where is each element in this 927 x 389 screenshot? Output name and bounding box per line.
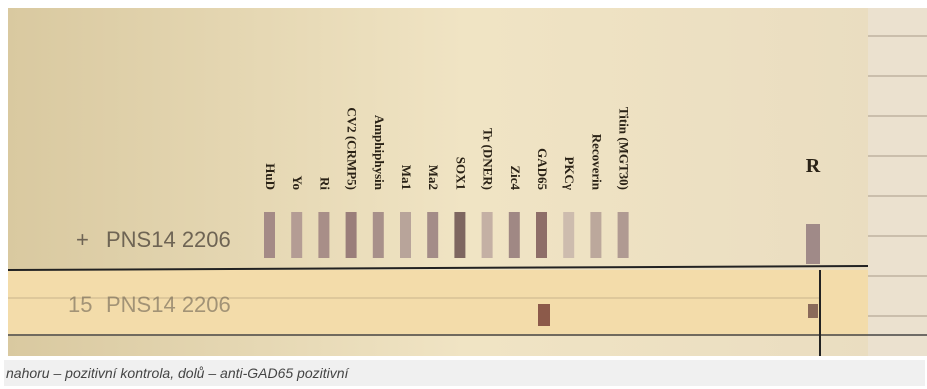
band bbox=[590, 212, 601, 258]
page: R HuD Yo Ri CV2 (CRMP5) Amphiphysin Ma1 Ma2 SOX… bbox=[0, 0, 927, 389]
antigen-label: Yo bbox=[290, 176, 305, 190]
antigen-label: Ri bbox=[317, 177, 332, 190]
strip-sign: 15 bbox=[68, 292, 92, 317]
antigen-label: Tr (DNER) bbox=[481, 128, 496, 190]
band bbox=[291, 212, 302, 258]
band bbox=[536, 212, 547, 258]
antigen-label: Titin (MGT30) bbox=[617, 107, 632, 190]
reference-band bbox=[806, 224, 820, 264]
reference-label: R bbox=[806, 155, 821, 177]
strip-code: PNS14 2206 bbox=[106, 292, 231, 317]
antigen-label: CV2 (CRMP5) bbox=[345, 107, 360, 190]
band bbox=[318, 212, 329, 258]
band bbox=[482, 212, 493, 258]
antigen-label: Zic4 bbox=[508, 165, 523, 190]
antigen-label: Recoverin bbox=[589, 134, 604, 191]
antigen-label: PKCγ bbox=[562, 156, 577, 190]
antigen-label: Ma2 bbox=[426, 165, 441, 190]
antigen-label: Ma1 bbox=[399, 165, 414, 190]
band bbox=[618, 212, 629, 258]
band bbox=[346, 212, 357, 258]
band bbox=[373, 212, 384, 258]
antigen-label: HuD bbox=[263, 163, 278, 190]
caption: nahoru – pozitivní kontrola, dolů – anti… bbox=[4, 360, 925, 386]
strip-sign: + bbox=[76, 227, 89, 252]
band bbox=[563, 212, 574, 258]
band bbox=[427, 212, 438, 258]
strip-code: PNS14 2206 bbox=[106, 227, 231, 252]
grid-sheet bbox=[868, 8, 927, 356]
band bbox=[454, 212, 465, 258]
band bbox=[538, 304, 550, 326]
band bbox=[400, 212, 411, 258]
band bbox=[509, 212, 520, 258]
band bbox=[264, 212, 275, 258]
antigen-label: SOX1 bbox=[453, 157, 468, 190]
photo: R HuD Yo Ri CV2 (CRMP5) Amphiphysin Ma1 Ma2 SOX… bbox=[8, 8, 927, 356]
antigen-label: Amphiphysin bbox=[372, 115, 387, 191]
band bbox=[808, 304, 818, 318]
antigen-label: GAD65 bbox=[535, 148, 550, 190]
